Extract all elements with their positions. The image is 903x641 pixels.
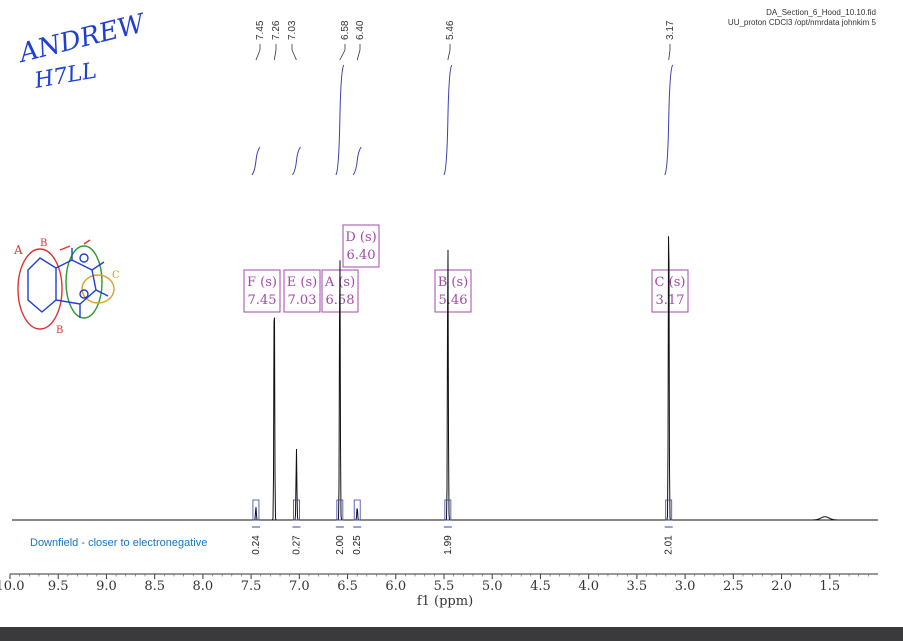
peak-assignment-shift: 7.03 [288, 293, 317, 308]
shift-label: 7.26 [271, 20, 282, 40]
x-tick-label: 9.5 [48, 579, 69, 594]
x-tick-label: 7.0 [289, 579, 310, 594]
x-tick-label: 1.5 [819, 579, 840, 594]
bottom-bar [0, 627, 903, 641]
x-tick-label: 5.5 [434, 579, 455, 594]
shift-connector [668, 49, 671, 61]
peak-assignment-box [342, 224, 380, 268]
nmr-spectrum-chart: DA_Section_6_Hood_10.10.fid UU_proton CD… [0, 8, 878, 609]
integral-value: 0.25 [352, 535, 363, 555]
integral-bracket [252, 499, 260, 521]
file-info-line1: DA_Section_6_Hood_10.10.fid [766, 8, 876, 17]
handwritten-name: ANDREW H7LL [14, 8, 149, 94]
x-tick-label: 2.5 [723, 579, 744, 594]
integral-curve [352, 146, 362, 176]
peak-assignment-letter: B (s) [438, 275, 469, 290]
shift-connector [291, 49, 297, 61]
x-axis-title: f1 (ppm) [417, 594, 473, 609]
x-tick-label: 6.0 [385, 579, 406, 594]
shift-label: 6.40 [355, 20, 366, 40]
peak-assignment-letter: D (s) [345, 230, 376, 245]
svg-text:C: C [112, 270, 120, 281]
shift-label: 7.45 [255, 20, 266, 40]
integral-bracket [336, 499, 344, 521]
svg-text:B: B [56, 325, 63, 336]
peak-assignment-box [243, 269, 281, 313]
x-tick-label: 3.0 [675, 579, 696, 594]
integral-value: 0.27 [291, 535, 302, 555]
integral-curve [443, 64, 453, 176]
peak-assignment-letter: C (s) [655, 275, 686, 290]
peak-assignment-box [283, 269, 321, 313]
peak-assignment-shift: 7.45 [248, 293, 277, 308]
x-tick-label: 2.0 [771, 579, 792, 594]
x-tick-label: 4.5 [530, 579, 551, 594]
peak-assignment-letter: E (s) [287, 275, 317, 290]
integral-value: 1.99 [443, 535, 454, 555]
integral-bracket [293, 499, 300, 521]
integral-bracket [353, 499, 361, 521]
shift-label: 7.03 [287, 20, 298, 40]
peak-assignment-shift: 6.40 [347, 248, 376, 263]
molecule-sketch: A B B C [13, 238, 120, 336]
x-tick-label: 8.0 [193, 579, 214, 594]
shift-connector [339, 49, 346, 61]
integral-curve [292, 146, 301, 176]
shift-connector [255, 49, 261, 61]
x-tick-label: 6.5 [337, 579, 358, 594]
x-tick-label: 4.0 [578, 579, 599, 594]
peak-assignment-shift: 3.17 [656, 293, 685, 308]
shift-label: 3.17 [665, 20, 676, 40]
peak-assignment-box [434, 269, 472, 313]
integral-bracket [665, 499, 673, 521]
shift-connector [356, 49, 361, 61]
x-tick-label: 7.5 [241, 579, 262, 594]
integral-curve [335, 64, 345, 176]
integral-bracket [444, 499, 452, 521]
x-tick-label: 3.5 [627, 579, 648, 594]
peak-assignment-letter: F (s) [247, 275, 277, 290]
integral-value: 0.24 [251, 535, 262, 555]
nmr-spectrum-canvas: DA_Section_6_Hood_10.10.fid UU_proton CD… [0, 0, 903, 627]
file-info-line2: UU_proton CDCl3 /opt/nmrdata johnkim 5 [728, 18, 877, 27]
integral-curve [251, 146, 261, 176]
x-tick-label: 10.0 [0, 579, 24, 594]
integral-value: 2.01 [664, 535, 675, 555]
peak-assignment-shift: 5.46 [439, 293, 468, 308]
shift-connector [447, 49, 451, 61]
x-tick-label: 9.0 [96, 579, 117, 594]
shift-connector [273, 49, 277, 61]
svg-text:A: A [13, 243, 23, 257]
x-tick-label: 8.5 [144, 579, 165, 594]
downfield-note: Downfield - closer to electronegative [30, 537, 207, 549]
svg-text:B: B [40, 238, 47, 249]
integral-value: 2.00 [335, 535, 346, 555]
peak-assignment-box [651, 269, 689, 313]
shift-label: 5.46 [445, 20, 456, 40]
shift-label: 6.58 [340, 20, 351, 40]
x-tick-label: 5.0 [482, 579, 503, 594]
integral-curve [664, 64, 674, 176]
